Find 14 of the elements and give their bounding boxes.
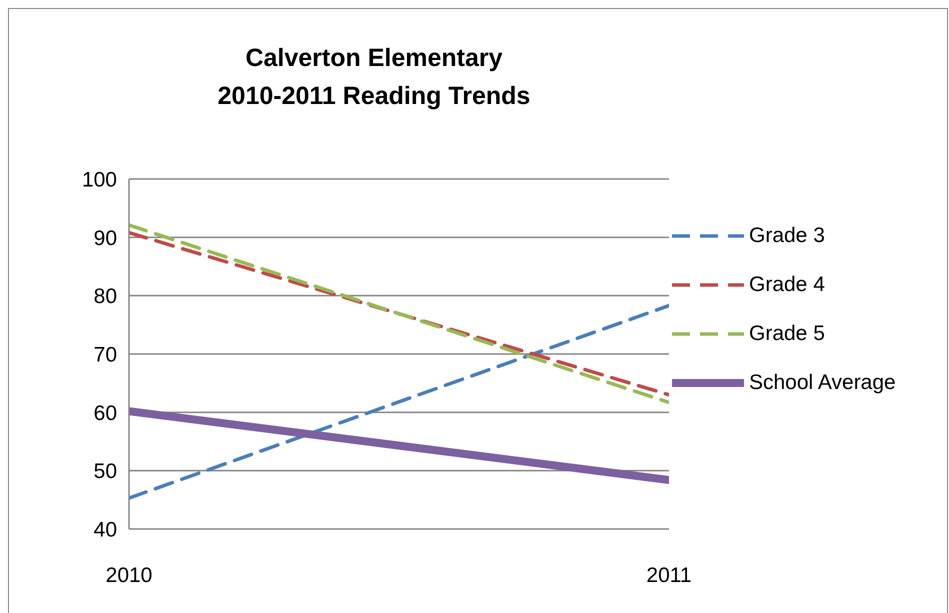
- y-tick-label: 80: [94, 285, 117, 308]
- chart-title: Calverton Elementary 2010-2011 Reading Trends: [216, 43, 532, 112]
- y-tick-label: 100: [82, 168, 117, 192]
- legend-label: Grade 3: [749, 224, 825, 248]
- x-tick-label: 2011: [646, 564, 692, 587]
- y-tick-label: 40: [94, 518, 117, 542]
- y-tick-label: 90: [94, 226, 117, 250]
- x-tick-label: 2010: [106, 564, 152, 587]
- legend-label: Grade 5: [749, 322, 825, 346]
- y-tick-label: 50: [94, 460, 117, 484]
- y-tick-label: 70: [94, 343, 117, 366]
- legend-label: School Average: [749, 370, 896, 394]
- y-tick-label: 60: [94, 402, 117, 425]
- legend-label: Grade 4: [749, 272, 825, 296]
